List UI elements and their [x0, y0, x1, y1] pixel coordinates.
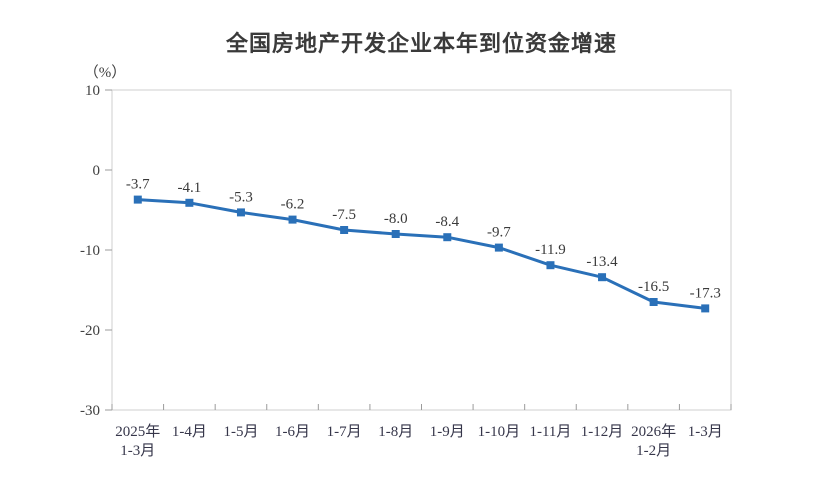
data-label: -7.5	[332, 207, 356, 223]
x-axis-label: 2025年	[115, 423, 160, 440]
data-label: -6.2	[281, 197, 305, 213]
data-point-marker	[443, 233, 452, 242]
data-label: -17.3	[690, 285, 721, 301]
data-label: -3.7	[126, 177, 150, 193]
x-axis-label: 1-10月	[478, 424, 521, 440]
data-point-marker	[340, 226, 349, 234]
x-axis-label: 1-6月	[275, 424, 310, 440]
data-point-marker	[494, 243, 503, 252]
y-axis-tick-label: -10	[80, 243, 100, 259]
y-axis-tick-label: -30	[80, 403, 100, 419]
x-axis-label: 1-3月	[120, 443, 155, 459]
x-axis-label: 1-8月	[378, 424, 413, 440]
data-label: -13.4	[586, 254, 618, 270]
chart-title: 全国房地产开发企业本年到位资金增速	[225, 31, 617, 56]
data-label: -8.4	[435, 214, 459, 230]
data-point-marker	[133, 195, 142, 204]
x-axis-label: 1-5月	[223, 424, 258, 440]
y-axis-tick-label: -20	[80, 323, 100, 339]
data-label: -8.0	[384, 211, 408, 227]
x-axis-label: 1-2月	[636, 443, 671, 459]
data-label: -5.3	[229, 189, 253, 205]
data-point-marker	[701, 304, 710, 313]
data-label: -16.5	[638, 279, 669, 295]
plot-area-border	[111, 89, 732, 411]
y-axis-unit-label: （%）	[83, 65, 127, 81]
data-point-marker	[185, 198, 194, 207]
x-axis-label: 1-7月	[327, 424, 362, 440]
data-point-marker	[546, 261, 555, 270]
x-axis-label: 2026年	[631, 423, 676, 440]
x-axis-label: 1-4月	[172, 424, 207, 440]
data-label: -4.1	[178, 180, 202, 196]
y-axis-tick-label: 10	[85, 83, 100, 99]
x-axis-label: 1-3月	[688, 424, 723, 440]
x-axis-label: 1-9月	[430, 424, 465, 440]
x-axis-label: 1-11月	[529, 424, 571, 440]
y-axis-tick-label: 0	[93, 163, 101, 179]
data-point-marker	[649, 298, 658, 306]
trend-line	[136, 198, 707, 310]
x-axis-label: 1-12月	[581, 424, 624, 440]
data-point-marker	[391, 230, 400, 238]
data-point-marker	[236, 208, 245, 217]
data-label: -11.9	[535, 242, 566, 258]
data-point-marker	[598, 273, 607, 282]
data-point-marker	[288, 215, 297, 224]
data-label: -9.7	[487, 225, 511, 241]
